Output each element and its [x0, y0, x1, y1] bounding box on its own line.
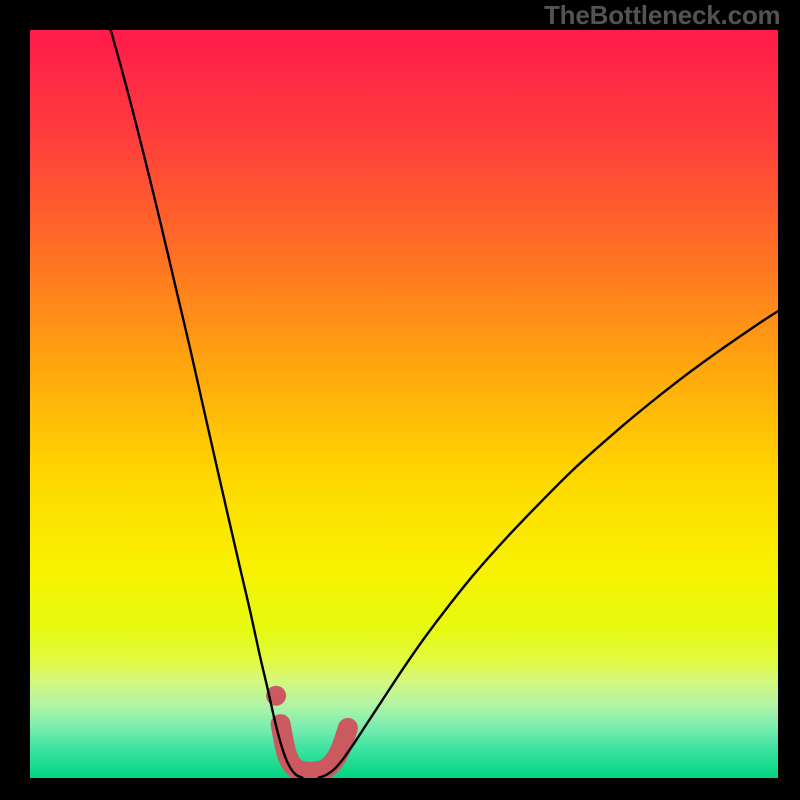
chart-canvas: TheBottleneck.com [0, 0, 800, 800]
curve-right [319, 311, 778, 777]
watermark-text: TheBottleneck.com [544, 0, 780, 31]
curve-left [111, 30, 302, 778]
plot-area [30, 30, 778, 778]
chart-svg [30, 30, 778, 778]
